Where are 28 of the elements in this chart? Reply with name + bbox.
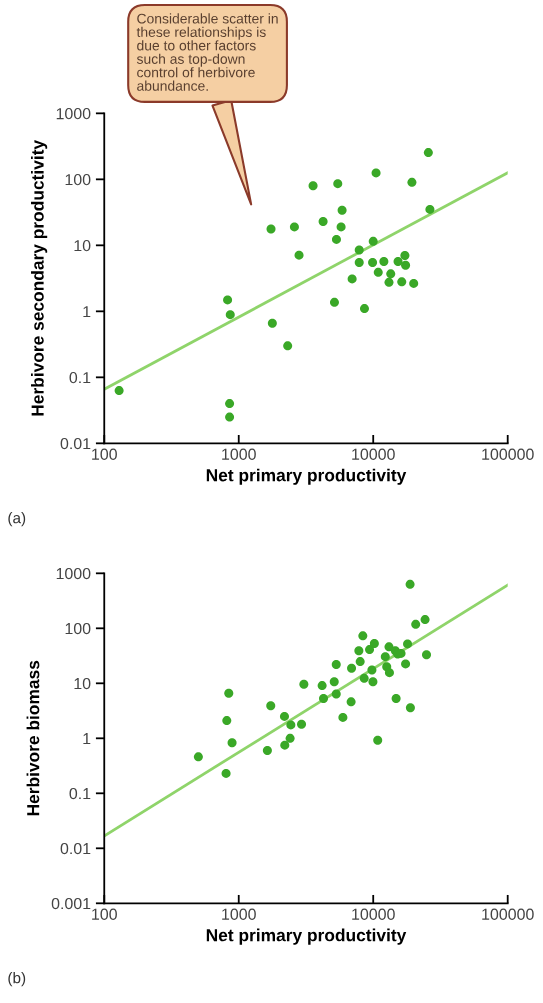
text: (b) — [8, 972, 26, 987]
x-tick-label: 100 — [92, 448, 117, 460]
x-tick-label: 100 — [92, 908, 117, 920]
y-tick-label: 1 — [83, 733, 91, 745]
y-tick-label: 0.1 — [69, 787, 91, 800]
y-tick-label: 0.01 — [60, 437, 91, 450]
y-tick-label: 10 — [74, 239, 91, 252]
y-tick-label: 10 — [74, 677, 91, 690]
y-tick-label: 100 — [65, 622, 91, 635]
y-tick-label: 0.1 — [69, 371, 91, 384]
y-axis-title: Herbivore biomass — [26, 660, 40, 816]
x-tick-label: 1000 — [222, 908, 256, 920]
y-tick-label: 1000 — [56, 567, 91, 580]
x-tick-label: 100000 — [482, 448, 534, 460]
x-axis-title: Net primary productivity — [206, 928, 407, 945]
y-axis-title: Herbivore secondary productivity — [31, 139, 48, 416]
y-tick-label: 100 — [65, 173, 91, 186]
x-tick-label: 10000 — [352, 908, 395, 920]
y-tick-label: 1000 — [56, 107, 91, 120]
y-tick-label: 0.001 — [51, 897, 91, 910]
x-tick-label: 100000 — [482, 908, 534, 920]
text: (a) — [8, 512, 26, 527]
x-tick-label: 1000 — [222, 448, 256, 460]
x-axis-title: Net primary productivity — [206, 468, 407, 485]
text: Considerable scatter in these relationships is due to other factors such as top-down control of herbivore abundance. — [136, 13, 278, 91]
x-tick-label: 10000 — [352, 448, 395, 460]
y-tick-label: 1 — [83, 306, 91, 318]
y-tick-label: 0.01 — [60, 842, 91, 855]
